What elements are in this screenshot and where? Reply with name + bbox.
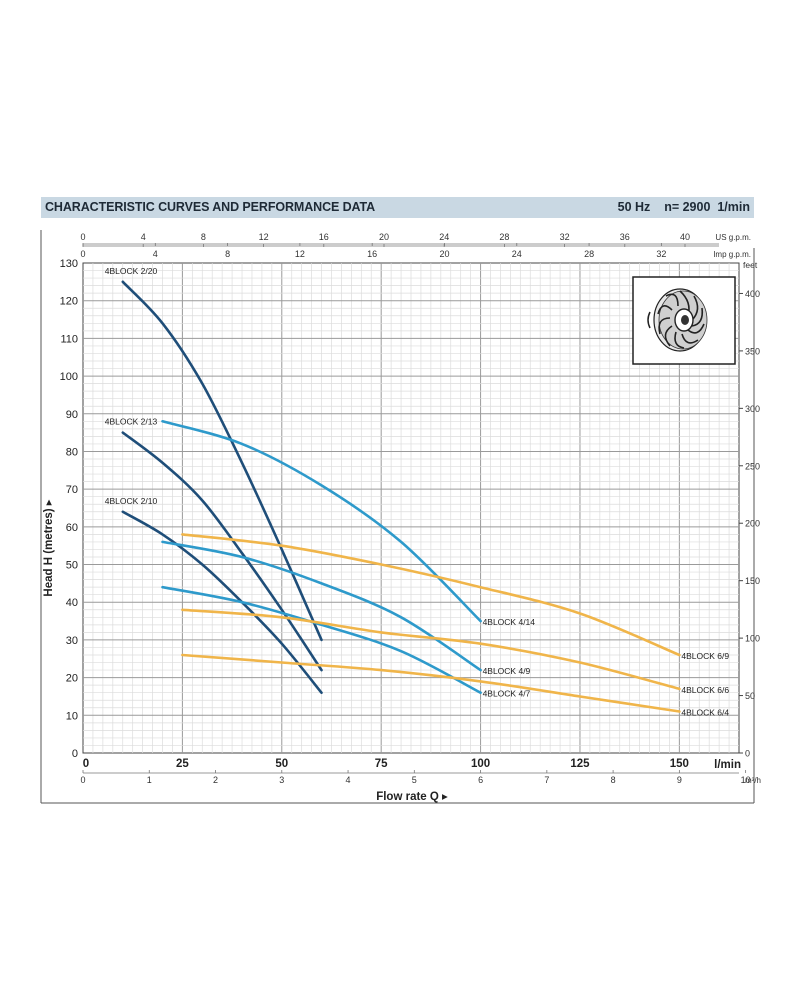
feet-tick-label: 300: [745, 404, 760, 414]
curve-label-4block-2-13: 4BLOCK 2/13: [105, 417, 158, 427]
feet-tick-label: 200: [745, 519, 760, 529]
x-m3h-tick-label: 8: [611, 775, 616, 785]
x-impgpm-tick-label: 0: [80, 249, 85, 259]
curve-4block-6-4: [181, 653, 681, 713]
y-tick-label: 60: [66, 522, 78, 534]
x-m3h-tick-label: 9: [677, 775, 682, 785]
x-impgpm-unit-label: Imp g.p.m.: [713, 250, 751, 259]
y-tick-label: 90: [66, 409, 78, 421]
x-lmin-tick-label: 25: [176, 758, 189, 770]
curve-4block-4-14: [161, 420, 482, 623]
x-m3h-tick-label: 3: [279, 775, 284, 785]
x-usgpm-tick-label: 8: [201, 232, 206, 242]
chart-title: CHARACTERISTIC CURVES AND PERFORMANCE DA…: [45, 200, 376, 214]
chart-labels: 4BLOCK 2/20 4BLOCK 2/13 4BLOCK 2/10 4BLOCK …: [105, 266, 730, 718]
curve-4block-6-9: [181, 533, 681, 657]
feet-unit-label: feet: [743, 260, 758, 270]
x-usgpm-tick-label: 20: [379, 232, 389, 242]
y-tick-label: 30: [66, 635, 78, 647]
chart-header-bar: CHARACTERISTIC CURVES AND PERFORMANCE DA…: [41, 197, 754, 218]
curve-label-4block-6-6: 4BLOCK 6/6: [681, 685, 729, 695]
y-tick-label: 50: [66, 560, 78, 572]
y-tick-label: 40: [66, 597, 78, 609]
x-m3h-tick-label: 6: [478, 775, 483, 785]
x-m3h-tick-label: 7: [544, 775, 549, 785]
x-impgpm-tick-label: 4: [153, 249, 158, 259]
x-m3h-tick-label: 0: [80, 775, 85, 785]
x-lmin-tick-label: 0: [83, 758, 89, 770]
curve-label-4block-4-7: 4BLOCK 4/7: [483, 689, 531, 699]
x-m3h-tick-label: 1: [147, 775, 152, 785]
y-tick-label: 120: [60, 296, 78, 308]
x-usgpm-unit-label: US g.p.m.: [715, 233, 751, 242]
curve-label-4block-2-20: 4BLOCK 2/20: [105, 266, 158, 276]
x-usgpm-tick-label: 28: [499, 232, 509, 242]
x-usgpm-tick-label: 40: [680, 232, 690, 242]
feet-tick-label: 150: [745, 576, 760, 586]
x-impgpm-tick-label: 20: [439, 249, 449, 259]
y-tick-label: 10: [66, 710, 78, 722]
x-impgpm-tick-label: 28: [584, 249, 594, 259]
x-usgpm-tick-label: 16: [319, 232, 329, 242]
chart-operating-conditions: 50 Hz n= 2900 1/min: [618, 200, 750, 214]
x-lmin-tick-label: 100: [471, 758, 490, 770]
x-impgpm-tick-label: 12: [295, 249, 305, 259]
x-m3h-tick-label: 10: [741, 775, 751, 785]
feet-tick-label: 350: [745, 346, 760, 356]
x-lmin-tick-label: 75: [375, 758, 388, 770]
curve-label-4block-4-9: 4BLOCK 4/9: [483, 666, 531, 676]
frequency-label: 50 Hz: [617, 200, 651, 214]
curve-4block-6-6: [181, 608, 681, 691]
x-usgpm-tick-label: 24: [439, 232, 449, 242]
x-m3h-unit-label: m³/h: [745, 776, 761, 785]
curve-4block-4-9: [161, 540, 482, 672]
x-impgpm-tick-label: 32: [656, 249, 666, 259]
x-lmin-tick-label: 150: [670, 758, 689, 770]
speed-label: n= 2900 1/min: [664, 200, 750, 214]
curve-label-4block-6-4: 4BLOCK 6/4: [681, 708, 729, 718]
x-usgpm-tick-label: 36: [620, 232, 630, 242]
curve-label-4block-2-10: 4BLOCK 2/10: [105, 496, 158, 506]
y-tick-label: 70: [66, 484, 78, 496]
y-tick-label: 80: [66, 446, 78, 458]
curve-4block-4-7: [161, 585, 482, 694]
y-tick-label: 0: [72, 748, 78, 760]
y-tick-label: 100: [60, 371, 78, 383]
feet-tick-label: 100: [745, 634, 760, 644]
curve-label-4block-6-9: 4BLOCK 6/9: [681, 651, 729, 661]
x-usgpm-tick-label: 32: [560, 232, 570, 242]
feet-tick-label: 0: [745, 749, 750, 759]
x-axis-label: Flow rate Q ▸: [376, 791, 448, 803]
y-axis-label: Head H (metres) ▸: [43, 499, 55, 596]
y-tick-label: 110: [60, 333, 78, 345]
x-impgpm-tick-label: 16: [367, 249, 377, 259]
x-usgpm-tick-label: 0: [80, 232, 85, 242]
x-m3h-tick-label: 4: [346, 775, 351, 785]
y-tick-label: 20: [66, 673, 78, 685]
curve-4block-2-10: [121, 510, 323, 694]
feet-tick-label: 250: [745, 461, 760, 471]
x-lmin-tick-label: 125: [570, 758, 590, 770]
x-usgpm-tick-label: 12: [259, 232, 269, 242]
chart-grid: [82, 262, 740, 754]
x-lmin-tick-label: 50: [275, 758, 288, 770]
x-lmin-unit-label: l/min: [714, 759, 741, 771]
y-tick-label: 130: [60, 258, 78, 270]
curve-label-4block-4-14: 4BLOCK 4/14: [483, 617, 536, 627]
feet-tick-label: 400: [745, 289, 760, 299]
x-impgpm-tick-label: 24: [512, 249, 522, 259]
curve-4block-2-20: [121, 280, 323, 642]
x-impgpm-tick-label: 8: [225, 249, 230, 259]
feet-tick-label: 50: [745, 691, 755, 701]
impeller-icon: [632, 276, 736, 365]
x-m3h-tick-label: 5: [412, 775, 417, 785]
chart-curves: [121, 280, 681, 713]
x-usgpm-tick-label: 4: [141, 232, 146, 242]
x-m3h-tick-label: 2: [213, 775, 218, 785]
